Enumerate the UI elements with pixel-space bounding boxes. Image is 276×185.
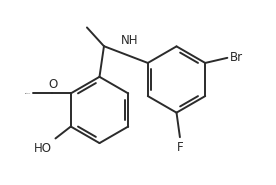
Text: HO: HO	[34, 142, 52, 155]
Text: methoxy: methoxy	[24, 93, 31, 94]
Text: NH: NH	[121, 33, 138, 46]
Text: Br: Br	[230, 51, 243, 64]
Text: O: O	[48, 78, 58, 91]
Text: F: F	[177, 141, 183, 154]
